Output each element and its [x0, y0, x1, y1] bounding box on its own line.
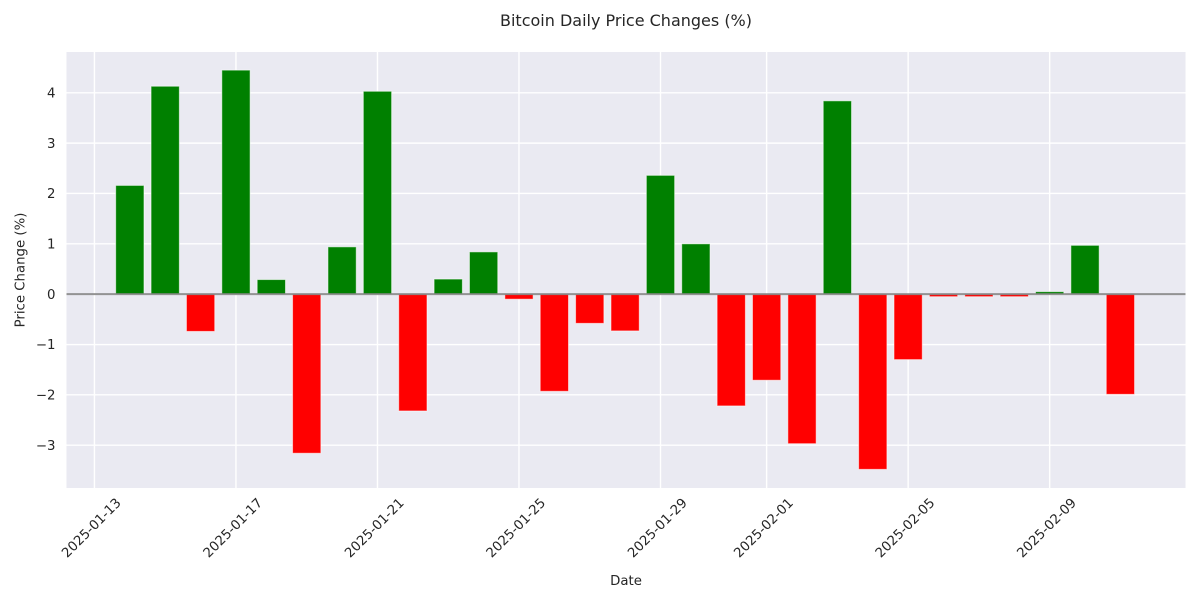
bar-2025-01-16: [185, 293, 216, 332]
x-tick-label-2025-01-25: 2025-01-25: [484, 496, 549, 561]
y-tick-label-4: 4: [47, 86, 55, 101]
bar-2025-01-14: [115, 184, 145, 295]
chart-title: Bitcoin Daily Price Changes (%): [499, 11, 753, 30]
y-tick-label-1: 1: [47, 238, 55, 253]
bar-2025-01-28: [610, 293, 640, 332]
x-tick-label-2025-02-09: 2025-02-09: [1015, 496, 1080, 561]
bar-2025-02-01: [751, 293, 782, 381]
bar-2025-02-11: [1105, 293, 1136, 395]
y-tick-label-0: 0: [47, 288, 55, 303]
plot-area: [66, 52, 1186, 488]
bar-2025-01-15: [150, 85, 180, 295]
bar-2025-01-31: [716, 293, 746, 407]
y-axis-label: Price Change (%): [13, 212, 29, 328]
x-tick-label-2025-02-01: 2025-02-01: [732, 496, 797, 561]
bar-2025-02-10: [1070, 244, 1100, 295]
x-tick-label-2025-01-21: 2025-01-21: [342, 496, 407, 561]
bar-2025-01-19: [292, 293, 322, 454]
bar-2025-02-02: [787, 293, 817, 445]
bar-2025-01-30: [681, 243, 711, 295]
y-tick-label--2: −2: [36, 389, 56, 404]
x-tick-label-2025-02-05: 2025-02-05: [873, 496, 938, 561]
bar-2025-01-23: [433, 278, 463, 295]
bar-2025-01-17: [221, 69, 251, 295]
y-tick-label-2: 2: [47, 187, 55, 202]
bar-2025-02-03: [822, 100, 853, 295]
y-tick-label-3: 3: [47, 137, 55, 152]
x-tick-label-2025-01-29: 2025-01-29: [625, 496, 690, 561]
bar-2025-01-26: [539, 293, 570, 392]
bar-2025-02-04: [858, 293, 888, 470]
bar-2025-01-20: [327, 246, 357, 295]
x-axis-label: Date: [610, 574, 642, 589]
bar-2025-01-27: [575, 293, 605, 324]
bar-2025-02-05: [893, 293, 923, 361]
bar-2025-01-29: [645, 174, 676, 295]
x-tick-label-2025-01-13: 2025-01-13: [59, 496, 124, 561]
bar-2025-01-21: [362, 90, 393, 295]
y-tick-label--1: −1: [36, 338, 56, 353]
bar-2025-01-24: [468, 251, 499, 295]
bar-2025-01-22: [398, 293, 428, 412]
bar-2025-01-18: [256, 279, 286, 295]
y-tick-label--3: −3: [36, 439, 56, 454]
x-tick-label-2025-01-17: 2025-01-17: [201, 496, 266, 561]
